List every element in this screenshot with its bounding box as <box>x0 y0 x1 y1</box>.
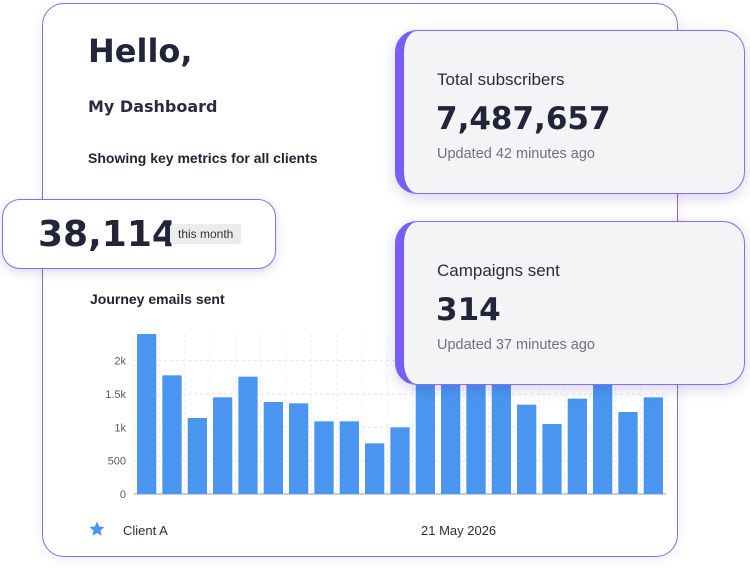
bar[interactable] <box>542 424 562 494</box>
bar[interactable] <box>618 412 638 494</box>
bar[interactable] <box>187 418 207 494</box>
total-subscribers-label: Total subscribers <box>437 70 565 89</box>
monthly-emails-card: 38,114 this month <box>2 199 276 269</box>
total-subscribers-value: 7,487,657 <box>436 101 611 137</box>
bar[interactable] <box>567 398 587 494</box>
bar[interactable] <box>441 380 461 494</box>
bar[interactable] <box>339 421 359 494</box>
bar[interactable] <box>466 380 486 494</box>
total-subscribers-card: Total subscribers 7,487,657 Updated 42 m… <box>395 30 745 194</box>
y-tick-label: 500 <box>108 456 126 468</box>
date-label: 21 May 2026 <box>421 523 497 538</box>
bar[interactable] <box>289 403 309 494</box>
bar[interactable] <box>263 402 283 494</box>
bar[interactable] <box>365 443 385 494</box>
bar[interactable] <box>517 404 537 494</box>
greeting-heading: Hello, <box>88 32 193 70</box>
bar[interactable] <box>162 375 182 494</box>
bar[interactable] <box>415 380 435 494</box>
chart-title: Journey emails sent <box>90 291 225 307</box>
campaigns-sent-updated: Updated 37 minutes ago <box>437 337 595 353</box>
campaigns-sent-label: Campaigns sent <box>437 261 560 280</box>
total-subscribers-updated: Updated 42 minutes ago <box>437 146 595 162</box>
campaigns-sent-value: 314 <box>436 292 501 328</box>
y-tick-label: 0 <box>120 489 126 498</box>
y-tick-label: 1k <box>114 422 126 434</box>
bar[interactable] <box>314 421 334 494</box>
dashboard-title: My Dashboard <box>88 97 218 116</box>
this-month-badge: this month <box>170 224 242 244</box>
y-tick-label: 1.5k <box>105 389 126 401</box>
bar[interactable] <box>643 397 663 494</box>
monthly-emails-value: 38,114 <box>38 214 177 255</box>
bar[interactable] <box>390 427 410 494</box>
client-label[interactable]: Client A <box>123 523 168 538</box>
bar[interactable] <box>593 380 613 494</box>
bar[interactable] <box>491 380 511 494</box>
y-tick-label: 2k <box>114 356 126 368</box>
bar[interactable] <box>238 376 258 494</box>
bar[interactable] <box>137 334 157 494</box>
bar[interactable] <box>213 397 233 494</box>
star-icon <box>89 521 105 536</box>
metrics-caption: Showing key metrics for all clients <box>88 150 318 166</box>
campaigns-sent-card: Campaigns sent 314 Updated 37 minutes ag… <box>395 221 745 385</box>
